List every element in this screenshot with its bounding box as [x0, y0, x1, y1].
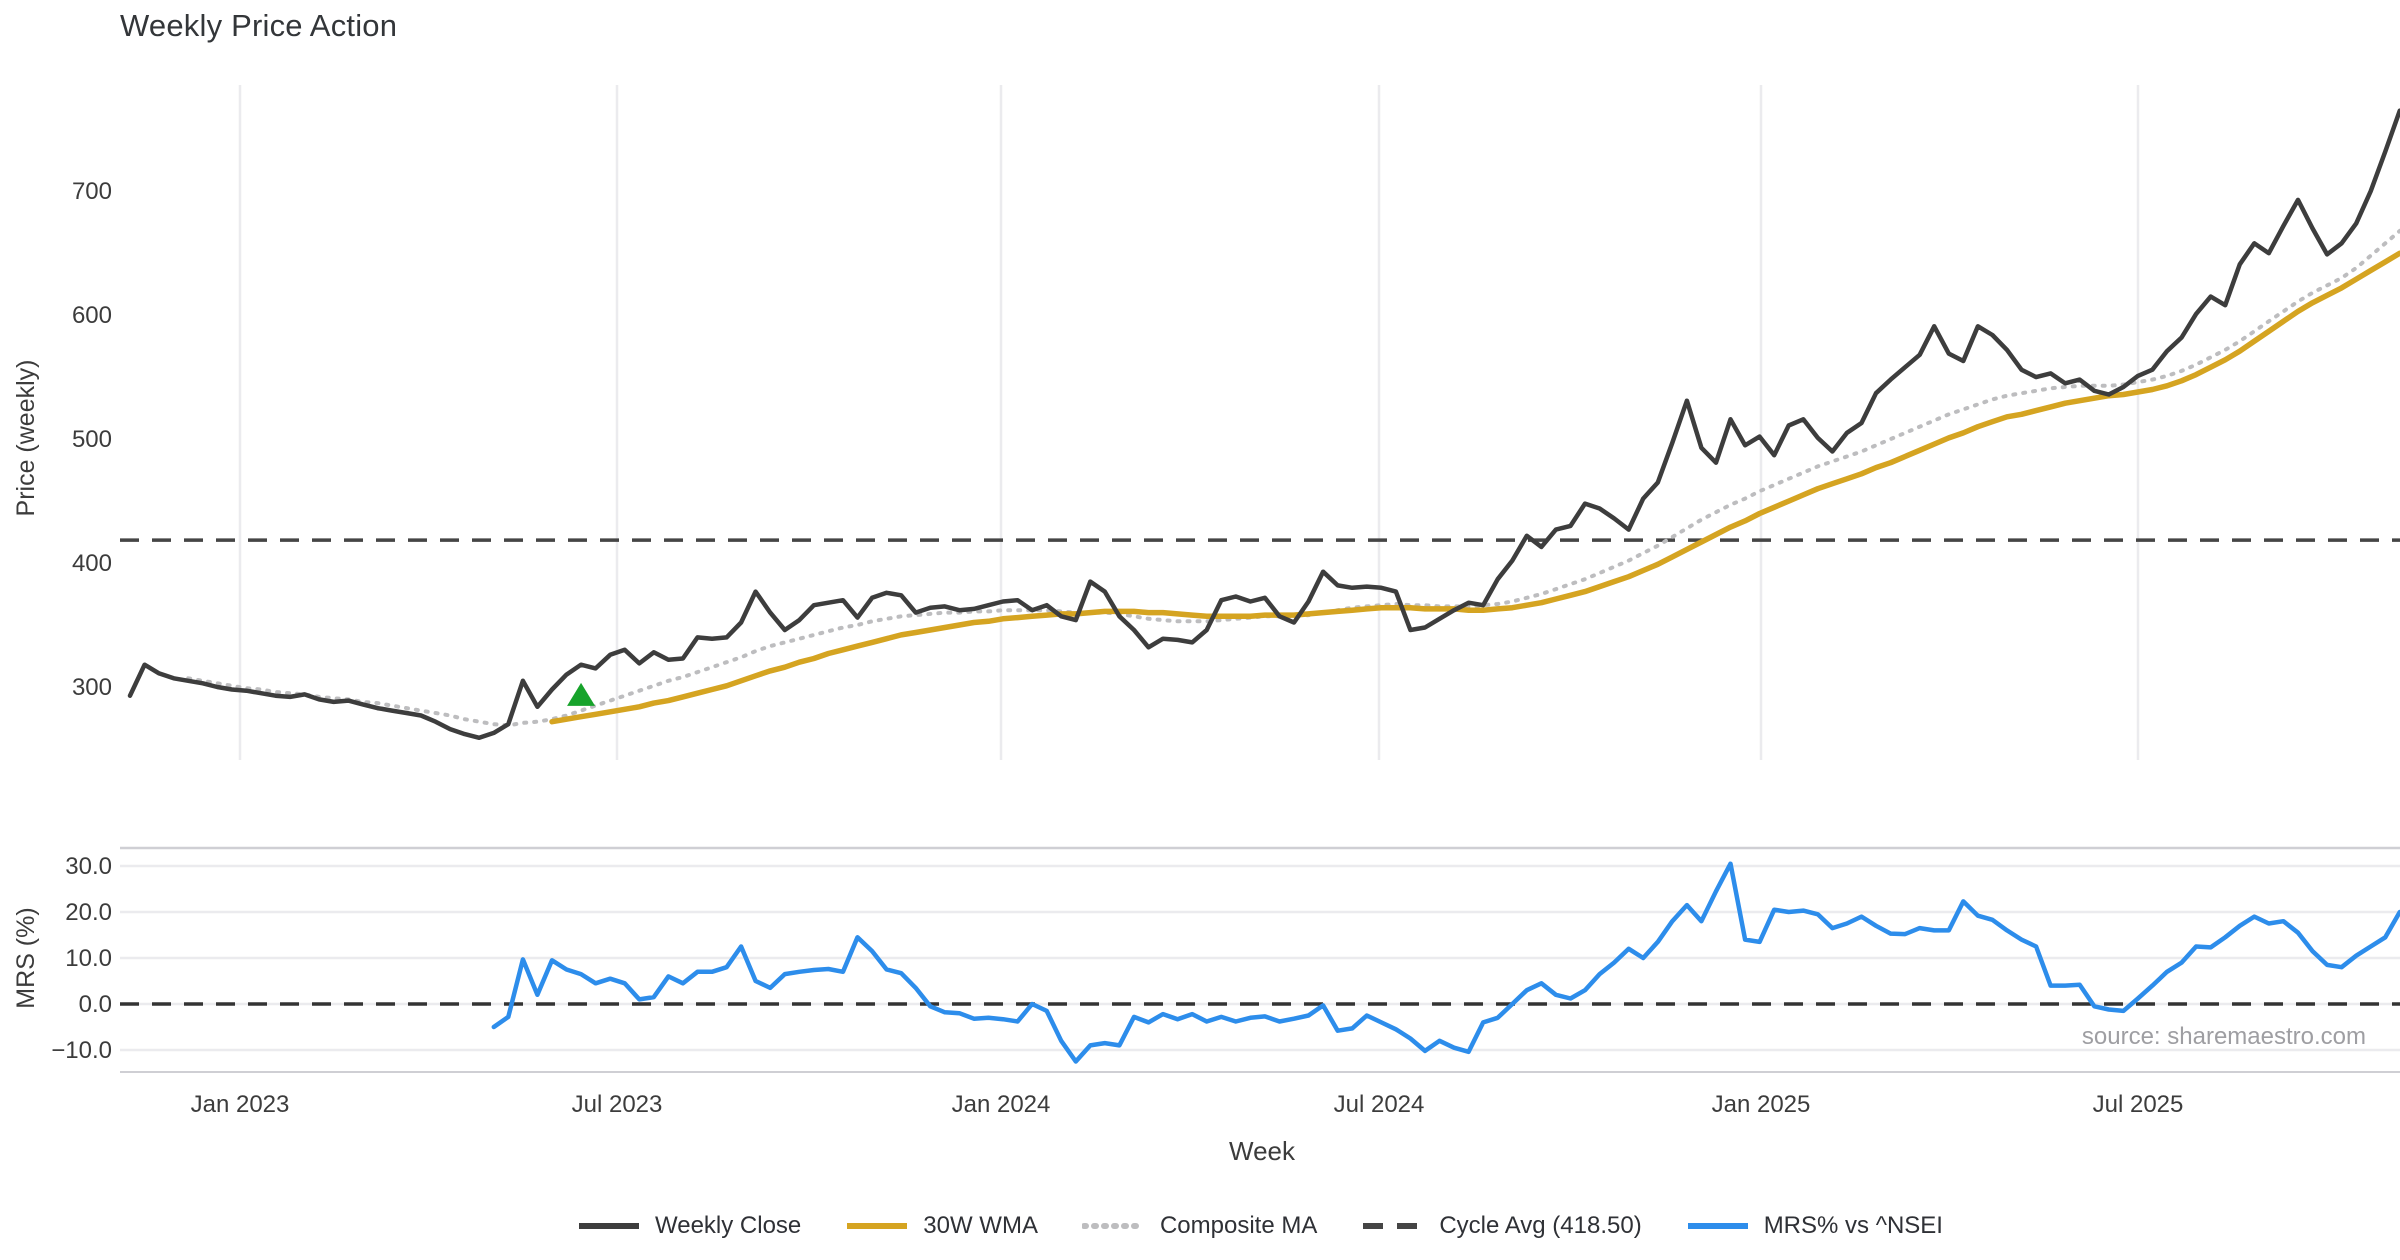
svg-text:30.0: 30.0 — [65, 853, 112, 880]
legend-swatch-icon — [1687, 1223, 1748, 1229]
legend-label: MRS% vs ^NSEI — [1763, 1212, 1943, 1239]
legend-swatch-icon — [1363, 1223, 1424, 1229]
legend-item-1: 30W WMA — [845, 1212, 1038, 1240]
legend-label: 30W WMA — [923, 1212, 1038, 1239]
svg-text:700: 700 — [72, 178, 112, 205]
legend-item-2: Composite MA — [1081, 1212, 1318, 1240]
x-axis-title: Week — [1229, 1136, 1296, 1166]
svg-text:Jan 2024: Jan 2024 — [952, 1091, 1051, 1118]
source-credit: source: sharemaestro.com — [2082, 1023, 2366, 1050]
legend-swatch-icon — [579, 1223, 639, 1229]
reference-dashed-lines — [120, 538, 2400, 1006]
svg-text:−10.0: −10.0 — [51, 1037, 112, 1064]
buy-signal-triangle-icon — [567, 682, 596, 706]
price-axis-title: Price (weekly) — [12, 360, 40, 517]
svg-text:300: 300 — [72, 674, 112, 701]
data-series-lines — [127, 108, 2400, 1064]
svg-text:500: 500 — [72, 426, 112, 453]
svg-text:20.0: 20.0 — [65, 899, 112, 926]
mrs-axis-tick-labels: −10.0 0.0 10.0 20.0 30.0 — [51, 853, 112, 1064]
legend-swatch-icon — [1081, 1223, 1146, 1229]
mrs-axis-title: MRS (%) — [12, 907, 40, 1008]
x-axis-tick-labels: Jan 2023 Jul 2023 Jan 2024 Jul 2024 Jan 2025… — [191, 1091, 2184, 1118]
legend: Weekly Close 30W WMA Composite MA Cycle Avg… — [120, 1212, 2400, 1240]
svg-text:0.0: 0.0 — [79, 991, 112, 1018]
svg-text:Jan 2025: Jan 2025 — [1712, 1091, 1811, 1118]
legend-label: Weekly Close — [655, 1212, 802, 1239]
legend-label: Composite MA — [1159, 1212, 1318, 1239]
price-panel-gridlines — [238, 85, 2140, 760]
legend-item-4: MRS% vs ^NSEI — [1686, 1212, 1943, 1240]
svg-text:Jan 2023: Jan 2023 — [191, 1091, 290, 1118]
svg-text:Jul 2025: Jul 2025 — [2093, 1091, 2184, 1118]
legend-label: Cycle Avg (418.50) — [1439, 1212, 1642, 1239]
svg-text:Jul 2024: Jul 2024 — [1334, 1091, 1425, 1118]
price-axis-tick-labels: 300 400 500 600 700 — [72, 178, 112, 701]
svg-text:10.0: 10.0 — [65, 945, 112, 972]
page-title: Weekly Price Action — [120, 8, 398, 43]
svg-text:600: 600 — [72, 302, 112, 329]
mrs-panel-gridlines — [120, 846, 2400, 1073]
legend-swatch-icon — [847, 1223, 908, 1229]
legend-item-0: Weekly Close — [577, 1212, 801, 1240]
legend-item-3: Cycle Avg (418.50) — [1361, 1212, 1642, 1240]
svg-text:Jul 2023: Jul 2023 — [572, 1091, 663, 1118]
svg-text:400: 400 — [72, 550, 112, 577]
